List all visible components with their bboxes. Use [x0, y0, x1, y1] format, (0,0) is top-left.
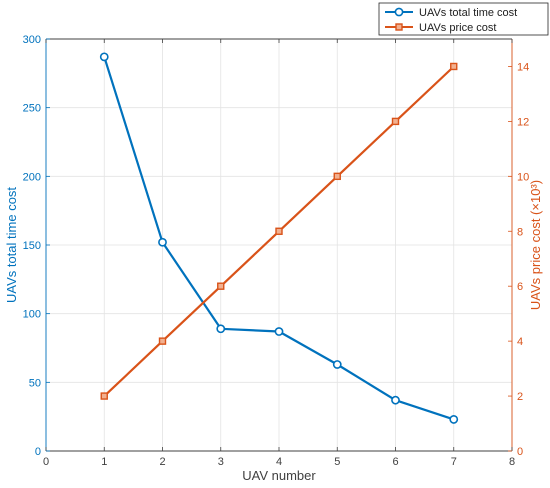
x-tick-label: 0 [43, 456, 49, 468]
data-point-time-cost [332, 360, 342, 369]
left-y-tick-label: 150 [23, 240, 41, 252]
right-y-tick-label: 2 [517, 391, 523, 403]
right-y-tick-label: 12 [517, 116, 529, 128]
data-point-time-cost [99, 52, 109, 62]
left-y-tick-label: 250 [23, 103, 41, 115]
data-point-time-cost [158, 237, 167, 247]
left-y-tick-label: 50 [29, 377, 41, 389]
data-point-price-cost [158, 337, 167, 345]
legend: UAVs total time cost UAVs price cost [378, 2, 549, 36]
x-tick-label: 3 [218, 456, 224, 468]
data-point-price-cost [100, 392, 108, 400]
right-y-axis-label: UAVs price cost (×10³) [528, 180, 543, 310]
legend-entry-time-cost: UAVs total time cost [385, 7, 517, 19]
x-tick-label: 2 [159, 456, 165, 468]
legend-marker-price-cost [395, 23, 403, 31]
right-y-tick-label: 0 [517, 446, 523, 458]
left-y-axis-label: UAVs total time cost [4, 187, 19, 303]
x-tick-label: 6 [392, 456, 398, 468]
data-point-time-cost [216, 324, 226, 334]
series-markers [99, 52, 459, 424]
x-tick-label: 8 [509, 456, 515, 468]
legend-marker-time-cost [394, 7, 404, 17]
left-y-tick-label: 300 [23, 34, 41, 46]
x-tick-label: 1 [101, 456, 107, 468]
legend-entry-price-cost: UAVs price cost [385, 22, 496, 34]
x-tick-label: 5 [334, 456, 340, 468]
legend-label-time-cost: UAVs total time cost [419, 7, 517, 19]
axes [45, 38, 513, 452]
legend-label-price-cost: UAVs price cost [419, 22, 496, 34]
left-y-tick-label: 100 [23, 309, 41, 321]
x-tick-label: 4 [276, 456, 282, 468]
left-y-tick-label: 200 [23, 171, 41, 183]
x-axis-label: UAV number [242, 468, 316, 483]
x-tick-label: 7 [451, 456, 457, 468]
left-y-tick-label: 0 [35, 446, 41, 458]
data-point-price-cost [217, 282, 225, 290]
data-point-time-cost [449, 415, 459, 424]
legend-box [378, 2, 549, 36]
right-y-tick-label: 10 [517, 171, 529, 183]
data-point-price-cost [450, 62, 458, 71]
data-point-price-cost [275, 227, 283, 235]
right-y-tick-label: 6 [517, 281, 523, 293]
right-y-tick-label: 8 [517, 226, 523, 238]
data-point-price-cost [391, 117, 400, 126]
data-point-time-cost [274, 327, 284, 336]
right-y-tick-label: 14 [517, 61, 529, 73]
right-y-tick-label: 4 [517, 336, 523, 348]
data-point-time-cost [391, 395, 400, 405]
data-point-price-cost [333, 172, 341, 181]
